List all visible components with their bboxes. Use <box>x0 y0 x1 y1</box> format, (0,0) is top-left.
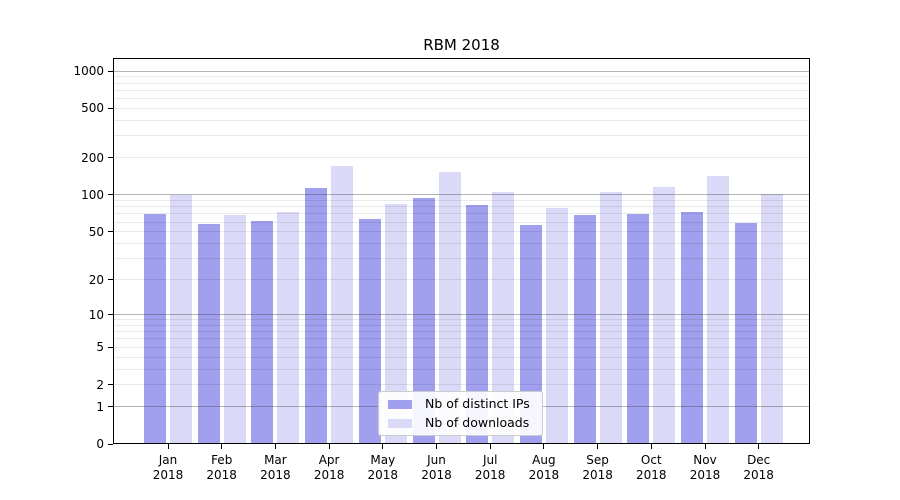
x-tick-mark <box>436 444 437 449</box>
y-tick-label: 500 <box>81 101 104 116</box>
y-tick-mark <box>108 279 113 281</box>
legend: Nb of distinct IPs Nb of downloads <box>378 391 543 436</box>
bar-distinct-ips <box>144 213 166 444</box>
x-tick-mark <box>221 444 223 449</box>
bar-distinct-ips <box>681 211 703 444</box>
legend-label-distinct-ips: Nb of distinct IPs <box>425 396 530 411</box>
x-tick-label: Aug 2018 <box>528 453 560 482</box>
x-tick-label: Feb 2018 <box>206 453 237 482</box>
bar-downloads <box>760 194 783 444</box>
x-tick-mark <box>597 444 599 449</box>
chart-title: RBM 2018 <box>423 36 500 54</box>
y-tick-mark <box>108 346 113 348</box>
x-tick-mark <box>382 444 384 449</box>
y-tick-mark <box>108 406 113 408</box>
x-tick-label: Jan 2018 <box>152 453 184 482</box>
plot-area <box>113 58 810 444</box>
bar-downloads <box>170 194 192 444</box>
x-tick-mark <box>650 444 652 449</box>
x-tick-mark <box>328 444 330 449</box>
bar-downloads <box>277 212 300 444</box>
x-tick-label: Nov 2018 <box>689 453 721 482</box>
x-tick-mark <box>489 444 491 449</box>
legend-swatch-downloads <box>388 418 412 428</box>
y-tick-label: 10 <box>88 307 104 322</box>
bar-distinct-ips <box>305 188 328 444</box>
bar-downloads <box>223 215 246 444</box>
x-tick-mark <box>758 444 760 449</box>
legend-label-downloads: Nb of downloads <box>425 415 530 430</box>
bar-distinct-ips <box>519 224 542 444</box>
y-tick-label: 20 <box>88 272 104 287</box>
bar-distinct-ips <box>197 223 220 444</box>
legend-row: Nb of downloads <box>388 416 533 430</box>
y-tick-label: 100 <box>81 187 104 202</box>
bar-distinct-ips <box>466 205 489 444</box>
bar-downloads <box>653 186 676 444</box>
y-tick-label: 50 <box>88 224 104 239</box>
y-tick-mark <box>108 443 113 445</box>
x-tick-label: May 2018 <box>367 453 399 482</box>
bar-downloads <box>384 204 407 444</box>
x-tick-label: Mar 2018 <box>260 453 291 482</box>
y-tick-label: 200 <box>81 150 104 165</box>
x-tick-label: Sep 2018 <box>582 453 613 482</box>
y-tick-label: 5 <box>96 340 104 355</box>
bar-distinct-ips <box>573 215 596 444</box>
bar-downloads <box>492 191 515 444</box>
legend-row: Nb of distinct IPs <box>388 397 533 411</box>
bar-distinct-ips <box>627 213 650 444</box>
bar-distinct-ips <box>358 218 381 444</box>
x-tick-mark <box>167 444 169 449</box>
y-tick-mark <box>108 194 113 196</box>
bar-downloads <box>599 192 622 444</box>
x-tick-mark <box>704 444 706 449</box>
y-tick-label: 2 <box>96 377 104 392</box>
bar-downloads <box>545 208 568 444</box>
x-tick-label: Jul 2018 <box>474 453 506 482</box>
y-tick-label: 1 <box>96 399 104 414</box>
bar-distinct-ips <box>251 221 274 444</box>
y-tick-mark <box>108 314 113 316</box>
legend-swatch-distinct-ips <box>388 399 412 409</box>
y-tick-mark <box>108 157 113 159</box>
y-tick-label: 1000 <box>73 64 104 79</box>
bar-distinct-ips <box>412 198 435 444</box>
y-tick-mark <box>108 231 113 233</box>
y-tick-label: 0 <box>96 437 104 451</box>
x-tick-label: Dec 2018 <box>743 453 774 482</box>
bar-downloads <box>438 172 461 444</box>
bar-downloads <box>707 175 729 444</box>
x-tick-mark <box>274 444 276 449</box>
y-tick-mark <box>108 107 113 109</box>
bar-distinct-ips <box>734 223 757 444</box>
x-tick-label: Oct 2018 <box>636 453 667 482</box>
x-tick-label: Jun 2018 <box>421 453 452 482</box>
x-tick-label: Apr 2018 <box>313 453 345 482</box>
bars-layer <box>113 58 810 444</box>
bar-downloads <box>331 165 354 444</box>
y-tick-mark <box>108 70 113 72</box>
x-tick-mark <box>543 444 545 449</box>
y-tick-mark <box>108 384 113 386</box>
